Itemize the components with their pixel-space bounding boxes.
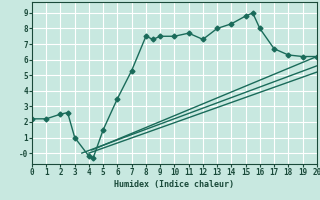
X-axis label: Humidex (Indice chaleur): Humidex (Indice chaleur): [115, 180, 234, 189]
